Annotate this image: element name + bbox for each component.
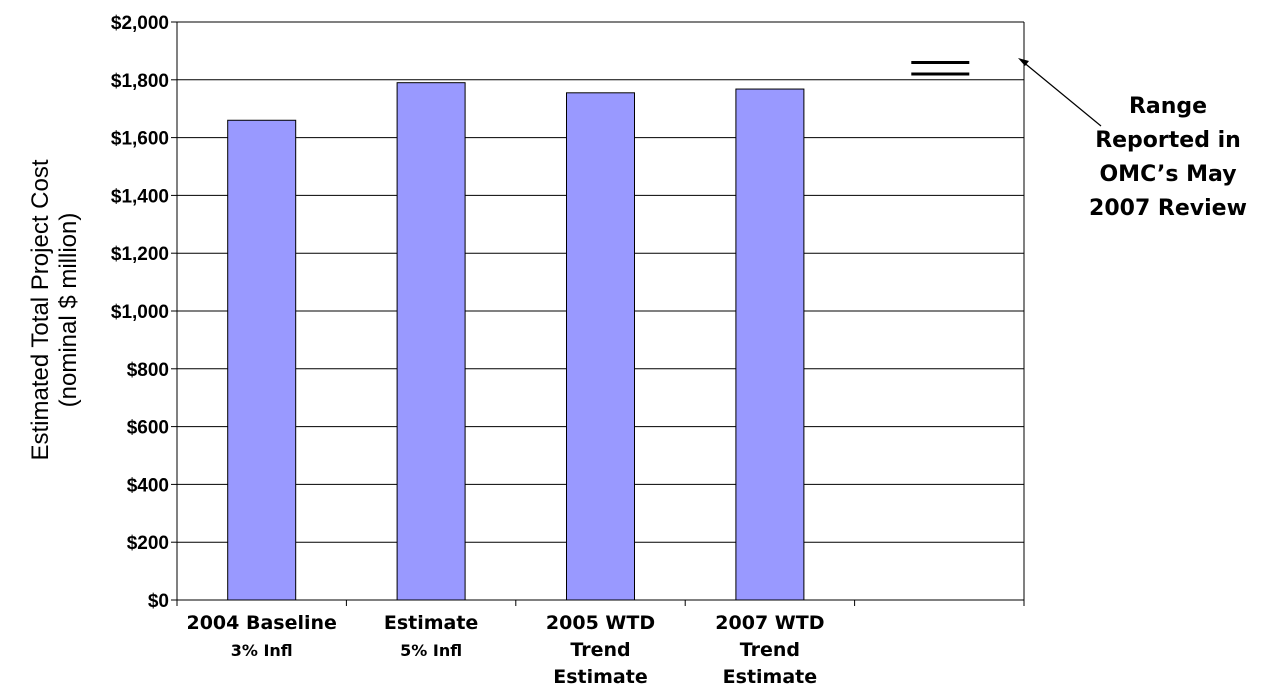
- annotation-arrowhead: [1018, 58, 1029, 66]
- y-tick-label: $1,000: [111, 302, 169, 323]
- x-category-label: 5% Infl: [400, 641, 462, 660]
- annotation-text-line: Reported in: [1095, 128, 1241, 153]
- annotation-text-line: Range: [1129, 94, 1207, 119]
- bar: [735, 88, 805, 601]
- annotation-arrow-line: [1021, 60, 1102, 127]
- annotation-text-line: 2007 Review: [1089, 196, 1247, 221]
- y-axis-label-line: (nominal $ million): [55, 213, 82, 408]
- bar: [227, 119, 297, 601]
- x-category-label: 2005 WTD: [546, 612, 655, 634]
- x-category-label: Estimate: [553, 666, 647, 688]
- range-annotation: Range Reported in OMC’s May 2007 Review: [1018, 58, 1247, 221]
- x-category-label: Estimate: [723, 666, 817, 688]
- y-tick-label: $1,800: [111, 71, 169, 92]
- y-tick-label: $200: [127, 533, 169, 554]
- y-tick-label: $1,600: [111, 129, 169, 150]
- x-category-label: Trend: [570, 639, 630, 661]
- y-tick-label: $0: [148, 591, 169, 612]
- y-axis-label-line: Estimated Total Project Cost: [27, 159, 54, 460]
- bar: [396, 82, 466, 601]
- range-reported-marker: [911, 60, 970, 76]
- y-tick-label: $600: [127, 418, 169, 439]
- y-tick-label: $1,200: [111, 244, 169, 265]
- bar: [566, 92, 635, 601]
- x-category-label: 2007 WTD: [715, 612, 824, 634]
- annotation-text-line: OMC’s May: [1099, 162, 1236, 187]
- y-tick-label: $800: [127, 360, 169, 381]
- y-tick-label: $400: [127, 475, 169, 496]
- x-category-label: 3% Infl: [231, 641, 293, 660]
- y-tick-labels: $0 $200 $400 $600 $800 $1,000 $1,200 $1,400 $1,6…: [111, 13, 177, 612]
- x-category-labels: 2004 Baseline 3% Infl Estimate 5% Infl 2005 …: [186, 612, 824, 688]
- y-tick-label: $2,000: [111, 13, 169, 34]
- x-category-label: Trend: [740, 639, 800, 661]
- bars: [227, 82, 805, 601]
- y-axis-label: Estimated Total Project Cost (nominal $ m…: [27, 159, 82, 460]
- x-category-label: Estimate: [384, 612, 478, 634]
- y-tick-label: $1,400: [111, 186, 169, 207]
- x-category-label: 2004 Baseline: [186, 612, 336, 634]
